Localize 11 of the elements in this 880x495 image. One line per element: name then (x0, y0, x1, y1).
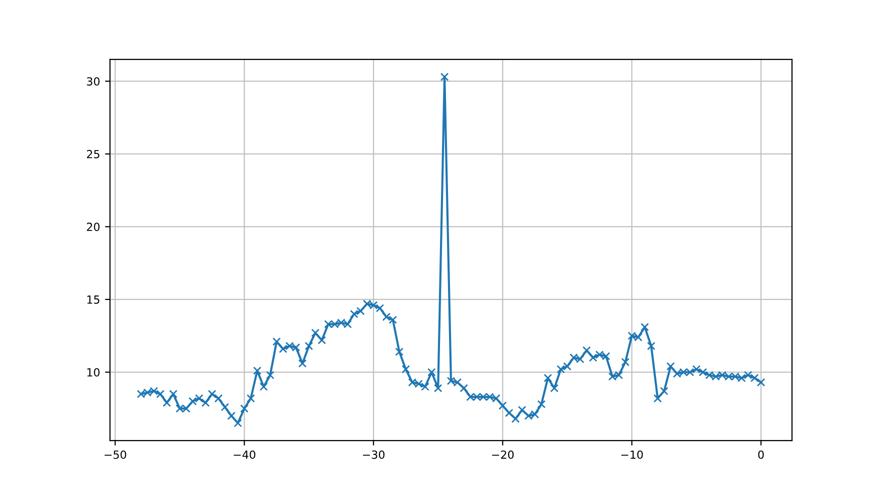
y-tick-label: 30 (86, 77, 100, 86)
x-tick-label: −20 (492, 450, 514, 459)
x-tick-label: 0 (758, 450, 764, 459)
y-tick-label: 20 (86, 222, 100, 232)
x-tick-label: −10 (621, 450, 643, 459)
x-tick-label: −50 (104, 450, 126, 459)
x-tick-label: −30 (362, 450, 384, 459)
x-tick-label: −40 (234, 450, 256, 459)
y-tick-label: 15 (87, 296, 100, 304)
y-tick-label: 25 (86, 150, 100, 158)
y-tick-label: 10 (87, 368, 100, 377)
